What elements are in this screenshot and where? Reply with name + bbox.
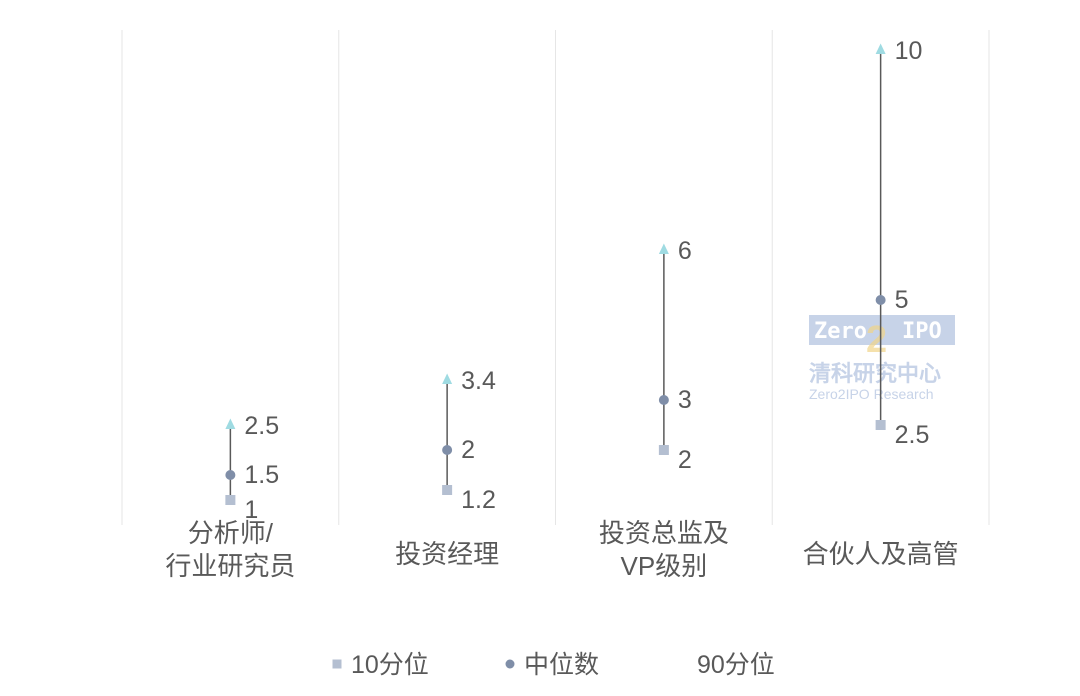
value-label-2-3: 10	[895, 37, 923, 65]
legend-label-0: 10分位	[351, 651, 429, 679]
range-lines	[229, 50, 882, 500]
value-label-2-2: 6	[678, 237, 692, 265]
watermark-logo-digit: 2	[866, 319, 887, 361]
category-label-line: 投资经理	[395, 539, 499, 569]
watermark-logo-box	[809, 315, 955, 345]
category-label-0: 分析师/行业研究员	[165, 518, 295, 581]
marker-0-1	[442, 485, 453, 495]
marker-2-0	[225, 418, 236, 429]
category-label-line: 投资总监及	[599, 518, 729, 548]
series-markers	[225, 43, 886, 505]
marker-0-2	[658, 445, 669, 455]
watermark-logo-suffix: IPO	[902, 319, 942, 344]
category-label-line: 行业研究员	[165, 551, 295, 581]
marker-2-2	[658, 243, 669, 254]
category-label-3: 合伙人及高管	[803, 539, 959, 569]
legend-marker-1	[505, 659, 515, 669]
watermark-english: Zero2IPO Research	[809, 386, 934, 402]
value-label-1-2: 3	[678, 386, 692, 414]
marker-1-0	[225, 470, 236, 480]
marker-2-3	[875, 43, 886, 54]
marker-0-0	[225, 495, 236, 505]
marker-1-3	[875, 295, 886, 305]
marker-2-1	[442, 373, 453, 384]
value-label-2-1: 3.4	[461, 367, 496, 395]
value-label-2-0: 2.5	[244, 412, 279, 440]
value-label-0-2: 2	[678, 446, 692, 474]
value-label-1-1: 2	[461, 436, 475, 464]
value-label-0-0: 1	[244, 496, 258, 524]
category-label-1: 投资经理	[395, 539, 499, 569]
legend: 10分位 中位数 90分位	[332, 651, 775, 679]
category-gridlines	[121, 30, 990, 525]
category-label-line: VP级别	[621, 551, 708, 581]
value-label-0-1: 1.2	[461, 486, 496, 514]
marker-0-3	[875, 420, 886, 430]
legend-marker-0	[332, 659, 342, 669]
legend-label-1: 中位数	[524, 651, 599, 679]
value-label-0-3: 2.5	[895, 421, 930, 449]
category-labels: 分析师/行业研究员 投资经理 投资总监及 VP级别 合伙人及高管	[165, 518, 958, 581]
value-label-1-0: 1.5	[244, 461, 279, 489]
watermark-chinese: 清科研究中心	[809, 361, 941, 386]
value-labels: 1 1.2 2 2.5 1.5 2 3 5 2.5 3.4 6 10	[244, 37, 929, 524]
legend-label-2: 90分位	[697, 651, 775, 679]
marker-1-1	[442, 445, 453, 455]
category-label-2: 投资总监及 VP级别	[599, 518, 729, 581]
category-label-line: 合伙人及高管	[803, 539, 959, 569]
category-label-line: 分析师/	[188, 518, 274, 548]
marker-1-2	[658, 395, 669, 405]
value-label-1-3: 5	[895, 286, 909, 314]
watermark: Zero IPO 2 清科研究中心 Zero2IPO Research	[809, 315, 955, 402]
watermark-logo-text: Zero	[814, 319, 867, 344]
